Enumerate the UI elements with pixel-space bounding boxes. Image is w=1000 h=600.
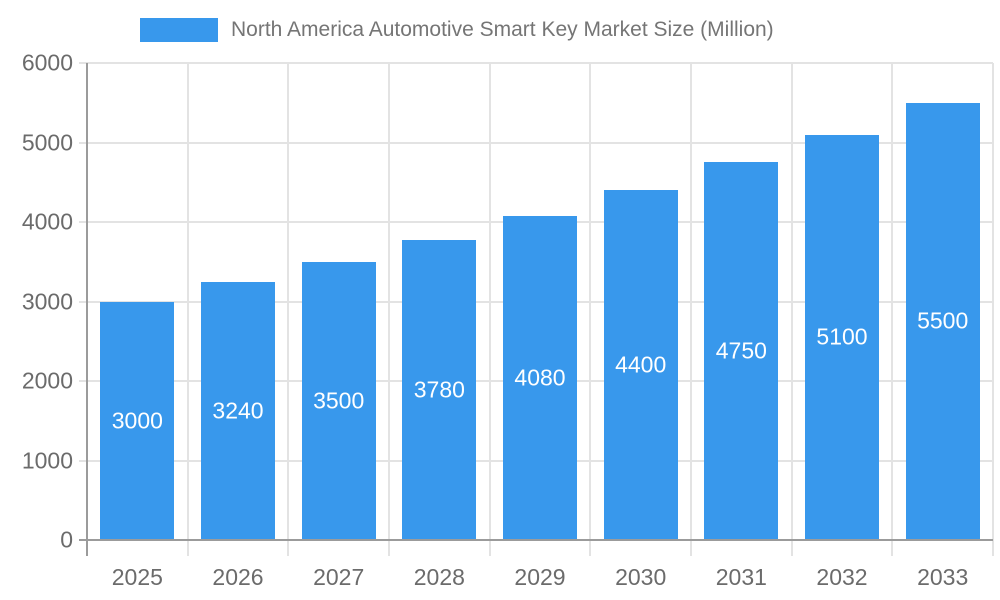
- bar-value-label: 4750: [715, 337, 767, 364]
- bar-value-label: 3000: [111, 407, 163, 434]
- x-axis-line: [79, 539, 993, 541]
- bar-2032[interactable]: 5100: [805, 134, 879, 540]
- x-tick-label-2027: 2027: [313, 564, 365, 590]
- bar-value-label: 5100: [816, 323, 868, 350]
- y-tick-label: 4000: [21, 208, 73, 235]
- legend-swatch: [140, 18, 218, 42]
- bar-value-label: 3780: [413, 376, 465, 403]
- y-tick-label: 0: [60, 526, 73, 553]
- y-tick-label: 5000: [21, 129, 73, 155]
- bar-2027[interactable]: 3500: [301, 261, 376, 540]
- y-tick-label: 1000: [21, 447, 73, 473]
- y-gridline: [79, 62, 993, 64]
- y-tick-label: 3000: [21, 288, 73, 314]
- x-gridline: [790, 63, 793, 556]
- x-tick-label-2025: 2025: [111, 564, 163, 590]
- x-gridline: [488, 63, 491, 556]
- x-gridline: [992, 63, 994, 556]
- y-axis-tick-labels: 0 1000 2000 3000 4000 5000 6000: [0, 50, 73, 553]
- x-gridline: [186, 63, 189, 556]
- bar-2033[interactable]: 5500: [905, 102, 980, 540]
- bar-value-label: 5500: [917, 307, 969, 334]
- x-gridline: [388, 63, 390, 556]
- bar-2026[interactable]: 3240: [201, 282, 275, 540]
- y-gridline: [79, 141, 993, 144]
- x-gridline: [287, 63, 290, 556]
- plot-area: 3000 3240 3500 3780 4080 4400 4750 5100 5500: [79, 62, 994, 556]
- x-tick-label-2031: 2031: [715, 564, 767, 590]
- bar-2028[interactable]: 3780: [402, 239, 477, 540]
- x-gridline: [690, 63, 692, 556]
- y-tick-label: 6000: [21, 49, 73, 76]
- x-tick-label-2033: 2033: [917, 564, 969, 590]
- x-tick-label-2029: 2029: [514, 564, 566, 590]
- x-tick-label-2030: 2030: [615, 564, 667, 590]
- x-axis-tick-labels: 2025 2026 2027 2028 2029 2030 2031 2032 2033: [87, 560, 993, 592]
- x-tick-label-2026: 2026: [212, 564, 264, 590]
- bar-value-label: 4400: [615, 351, 667, 378]
- x-gridline: [891, 63, 894, 556]
- x-tick-label-2028: 2028: [413, 564, 465, 590]
- bar-2031[interactable]: 4750: [704, 162, 779, 540]
- bar-value-label: 4080: [514, 364, 566, 391]
- legend-label: North America Automotive Smart Key Marke…: [231, 18, 774, 41]
- y-tick-label: 2000: [21, 367, 73, 394]
- x-gridline: [589, 63, 592, 556]
- bar-2025[interactable]: 3000: [100, 301, 175, 540]
- x-tick-label-2032: 2032: [816, 564, 868, 590]
- y-axis-line: [86, 63, 88, 556]
- legend[interactable]: North America Automotive Smart Key Marke…: [140, 18, 774, 42]
- bar-2030[interactable]: 4400: [603, 190, 678, 540]
- bar-2029[interactable]: 4080: [503, 215, 577, 540]
- bar-value-label: 3240: [212, 397, 264, 424]
- bar-value-label: 3500: [313, 387, 365, 414]
